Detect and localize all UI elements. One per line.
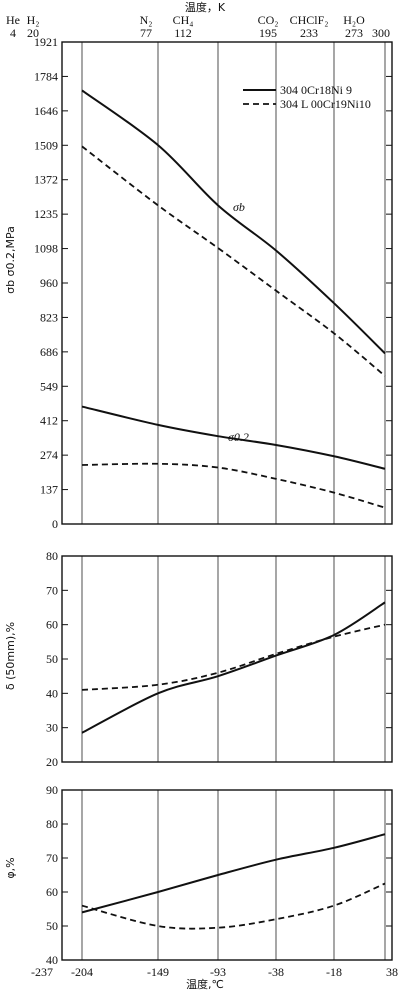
bottom-axis-ticks: -237 -204 -149 -93 -38 -18 38: [31, 965, 398, 979]
y-tick-label: 1098: [34, 242, 58, 256]
y-tick-label: 50: [46, 919, 58, 933]
reduction-of-area-panel: 90 80 70 60 50 40: [46, 783, 393, 967]
x-tick-label: -149: [147, 965, 169, 979]
y-tick-label: 70: [46, 583, 58, 597]
top-substance-label: N₂: [140, 13, 153, 27]
y-tick-label: 0: [52, 517, 58, 531]
series-304-yield-line: [81, 405, 386, 470]
y-axis-label-strength: σb σ0.2,MPa: [4, 226, 17, 294]
y-axis-label-reduction: φ,%: [4, 857, 17, 878]
x-tick-label: -18: [326, 965, 342, 979]
y-tick-label: 60: [46, 618, 58, 632]
top-kelvin-tick: 273: [345, 26, 363, 40]
y-tick-label: 137: [40, 483, 58, 497]
x-tick-label: -93: [210, 965, 226, 979]
series-304-line: [81, 833, 386, 914]
x-tick-label: -204: [71, 965, 93, 979]
y-tick-label: 412: [40, 414, 58, 428]
y-tick-label: 1921: [34, 35, 58, 49]
top-kelvin-tick: 20: [27, 26, 39, 40]
top-kelvin-tick: 195: [259, 26, 277, 40]
y-tick-label: 40: [46, 953, 58, 967]
top-axis-substances: He H₂ N₂ CH₄ CO₂ CHClF₂ H₂O: [6, 13, 365, 27]
y-tick-label: 30: [46, 721, 58, 735]
elongation-panel: 80 70 60 50 40 30 20: [46, 549, 393, 769]
top-substance-label: He: [6, 13, 20, 27]
top-substance-label: H₂: [27, 13, 40, 27]
x-tick-label: -237: [31, 965, 53, 979]
y-tick-label: 1646: [34, 104, 58, 118]
series-304l-yield-line: [81, 462, 386, 509]
y-tick-label: 90: [46, 783, 58, 797]
y-tick-label: 1509: [34, 138, 58, 152]
y-tick-label: 960: [40, 276, 58, 290]
series-304-tensile-line: [81, 89, 386, 355]
x-tick-label: -38: [268, 965, 284, 979]
y-tick-label: 1235: [34, 207, 58, 221]
plot-frame: [61, 789, 393, 961]
legend: 304 0Cr18Ni 9 304 L 00Cr19Ni10: [243, 83, 371, 111]
top-kelvin-tick: 300: [372, 26, 390, 40]
annotation-sigma-b: σb: [233, 200, 245, 214]
legend-entry-304l: 304 L 00Cr19Ni10: [280, 97, 371, 111]
series-304-line: [81, 601, 386, 734]
top-kelvin-tick: 233: [300, 26, 318, 40]
y-axis-label-elongation: δ (50mm),%: [4, 622, 17, 690]
series-304l-line: [81, 882, 386, 930]
series-304l-tensile-line: [81, 145, 386, 377]
annotation-sigma-02: σ0.2: [228, 430, 249, 444]
y-tick-label: 823: [40, 310, 58, 324]
legend-entry-304: 304 0Cr18Ni 9: [280, 83, 352, 97]
y-tick-label: 60: [46, 885, 58, 899]
y-tick-label: 20: [46, 755, 58, 769]
bottom-axis-title: 温度,℃: [186, 977, 224, 991]
y-tick-label: 50: [46, 652, 58, 666]
top-kelvin-tick: 77: [140, 26, 152, 40]
y-tick-label: 70: [46, 851, 58, 865]
top-substance-label: H₂O: [343, 13, 365, 27]
y-tick-label: 549: [40, 379, 58, 393]
y-tick-label: 274: [40, 448, 58, 462]
top-axis-title: 温度，K: [185, 0, 226, 14]
y-tick-label: 80: [46, 549, 58, 563]
y-tick-label: 686: [40, 345, 58, 359]
x-tick-label: 38: [386, 965, 398, 979]
plot-frame: [61, 555, 393, 763]
y-tick-label: 80: [46, 817, 58, 831]
y-tick-label: 40: [46, 686, 58, 700]
top-substance-label: CH₄: [173, 13, 194, 27]
y-tick-label: 1372: [34, 173, 58, 187]
strength-panel: 1921 1784 1646 1509 1372 1235 1098 960 823 686 549…: [34, 35, 393, 531]
top-axis-kelvin-values: 4 20 77 112 195 233 273 300: [10, 26, 390, 40]
series-304l-line: [81, 623, 386, 691]
top-kelvin-tick: 112: [174, 26, 192, 40]
top-substance-label: CHClF₂: [290, 13, 329, 27]
y-tick-label: 1784: [34, 69, 58, 83]
plot-frame: [61, 41, 393, 525]
top-substance-label: CO₂: [258, 13, 279, 27]
top-kelvin-tick: 4: [10, 26, 16, 40]
